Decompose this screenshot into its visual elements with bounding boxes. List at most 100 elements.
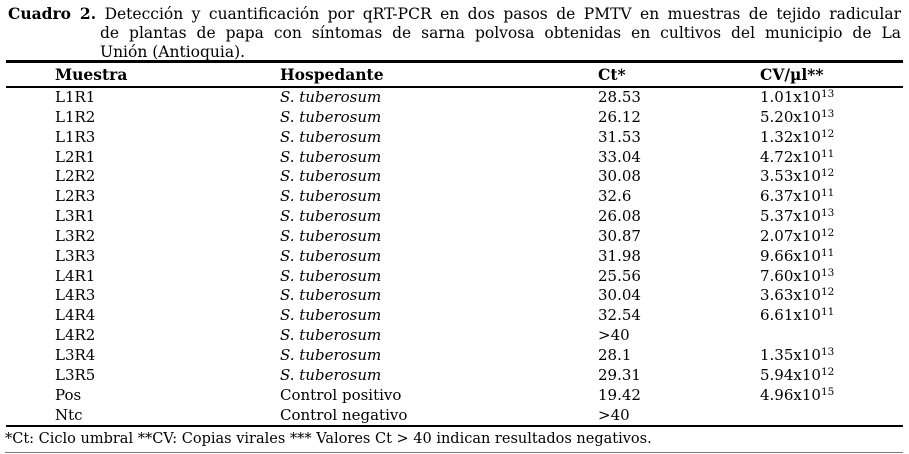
cv-exponent: 12 (820, 226, 835, 239)
cell-ct: 30.04 (598, 286, 641, 305)
cell-muestra: L1R2 (55, 107, 96, 126)
cell-ct: 32.54 (598, 306, 641, 325)
cell-cv: 3.63x1012 (760, 286, 903, 308)
cv-base: 6.37x10 (760, 187, 821, 206)
cv-exponent: 11 (820, 246, 835, 259)
cell-muestra: Ntc (55, 405, 83, 424)
cv-base: 3.63x10 (760, 286, 821, 305)
cell-cv: 1.35x1013 (760, 346, 903, 368)
cv-base: 1.32x10 (760, 127, 821, 146)
column-header-muestra: Muestra (55, 65, 128, 84)
cell-ct: 25.56 (598, 266, 641, 285)
cell-muestra: L3R5 (55, 365, 96, 384)
cell-hospedante: S. tuberosum (280, 147, 382, 166)
table-row: L3R1 S. tuberosum 26.08 5.37x1013 (6, 207, 903, 227)
cell-ct: 28.53 (598, 88, 641, 106)
cv-exponent: 11 (820, 147, 835, 160)
cell-hospedante: Control negativo (280, 405, 408, 424)
cell-ct: 30.87 (598, 226, 641, 245)
table-row: L4R3 S. tuberosum 30.04 3.63x1012 (6, 286, 903, 306)
cell-ct: >40 (598, 405, 630, 424)
caption-line-1: Cuadro 2. Detección y cuantificación por… (8, 4, 901, 24)
cv-exponent: 11 (820, 306, 835, 319)
cv-base: 4.96x10 (760, 385, 821, 404)
cell-cv: 6.37x1011 (760, 187, 903, 209)
cv-exponent: 12 (820, 286, 835, 299)
cell-muestra: L2R3 (55, 187, 96, 206)
table-row: Ntc Control negativo >40 (6, 406, 903, 426)
cell-ct: 29.31 (598, 365, 641, 384)
cell-hospedante: S. tuberosum (280, 226, 382, 245)
cell-cv (760, 406, 903, 426)
table-row: L1R1 S. tuberosum 28.53 1.01x1013 (6, 88, 903, 108)
table-row: L1R2 S. tuberosum 26.12 5.20x1013 (6, 108, 903, 128)
cell-ct: 26.12 (598, 107, 641, 126)
cell-muestra: L2R1 (55, 147, 96, 166)
cv-exponent: 13 (820, 207, 835, 220)
cell-ct: 28.1 (598, 345, 632, 364)
table-row: L4R4 S. tuberosum 32.54 6.61x1011 (6, 306, 903, 326)
cell-hospedante: Control positivo (280, 385, 402, 404)
cv-base: 1.01x10 (760, 88, 821, 106)
cell-hospedante: S. tuberosum (280, 306, 382, 325)
cell-muestra: L3R3 (55, 246, 96, 265)
cell-cv: 9.66x1011 (760, 247, 903, 269)
table-row: L3R3 S. tuberosum 31.98 9.66x1011 (6, 247, 903, 267)
cell-muestra: L1R3 (55, 127, 96, 146)
caption-text-line-1: Detección y cuantificación por qRT-PCR e… (104, 5, 901, 23)
cell-hospedante: S. tuberosum (280, 365, 382, 384)
cell-cv (760, 326, 903, 346)
cv-exponent: 11 (820, 187, 835, 200)
cv-exponent: 13 (820, 88, 835, 100)
cv-base: 2.07x10 (760, 226, 821, 245)
cell-cv: 5.37x1013 (760, 207, 903, 229)
cell-hospedante: S. tuberosum (280, 345, 382, 364)
cell-muestra: L4R3 (55, 286, 96, 305)
cv-base: 9.66x10 (760, 246, 821, 265)
table-row: L2R3 S. tuberosum 32.6 6.37x1011 (6, 187, 903, 207)
cell-muestra: L1R1 (55, 88, 96, 106)
column-header-hospedante: Hospedante (280, 65, 384, 84)
cell-hospedante: S. tuberosum (280, 246, 382, 265)
cv-exponent: 15 (820, 385, 835, 398)
cell-hospedante: S. tuberosum (280, 266, 382, 285)
cell-ct: 33.04 (598, 147, 641, 166)
cv-base: 6.61x10 (760, 306, 821, 325)
table-row: L2R2 S. tuberosum 30.08 3.53x1012 (6, 167, 903, 187)
cell-ct: 31.53 (598, 127, 641, 146)
cv-exponent: 12 (820, 167, 835, 180)
cv-exponent: 13 (820, 266, 835, 279)
table-body: L1R1 S. tuberosum 28.53 1.01x1013 L1R2 S… (6, 88, 903, 428)
cell-cv: 1.32x1012 (760, 128, 903, 150)
cell-hospedante: S. tuberosum (280, 88, 382, 106)
cell-ct: 32.6 (598, 187, 632, 206)
cell-cv: 7.60x1013 (760, 267, 903, 289)
cell-hospedante: S. tuberosum (280, 167, 382, 186)
caption-text-line-3: Unión (Antioquia). (100, 43, 246, 61)
table-row: L3R2 S. tuberosum 30.87 2.07x1012 (6, 227, 903, 247)
cv-base: 7.60x10 (760, 266, 821, 285)
column-header-cv: CV/µl** (760, 65, 824, 84)
cell-ct: >40 (598, 326, 630, 345)
cell-muestra: L3R1 (55, 207, 96, 226)
cv-exponent: 13 (820, 107, 835, 120)
cell-muestra: L3R4 (55, 345, 96, 364)
cell-ct: 31.98 (598, 246, 641, 265)
table-row: L4R1 S. tuberosum 25.56 7.60x1013 (6, 267, 903, 287)
table-row: Pos Control positivo 19.42 4.96x1015 (6, 386, 903, 406)
cell-cv: 5.94x1012 (760, 366, 903, 388)
cv-base: 4.72x10 (760, 147, 821, 166)
cell-hospedante: S. tuberosum (280, 326, 382, 345)
cell-muestra: L2R2 (55, 167, 96, 186)
cell-cv: 3.53x1012 (760, 167, 903, 189)
caption-text-line-2: de plantas de papa con síntomas de sarna… (100, 24, 901, 42)
table-row: L4R2 S. tuberosum >40 (6, 326, 903, 346)
cv-exponent: 12 (820, 365, 835, 378)
table-row: L3R4 S. tuberosum 28.1 1.35x1013 (6, 346, 903, 366)
table-header-row: Muestra Hospedante Ct* CV/µl** (6, 63, 903, 88)
table-footnote: *Ct: Ciclo umbral **CV: Copias virales *… (5, 427, 903, 454)
cell-hospedante: S. tuberosum (280, 107, 382, 126)
table-row: L1R3 S. tuberosum 31.53 1.32x1012 (6, 128, 903, 148)
table-caption: Cuadro 2. Detección y cuantificación por… (8, 4, 901, 62)
cell-cv: 1.01x1013 (760, 88, 903, 110)
